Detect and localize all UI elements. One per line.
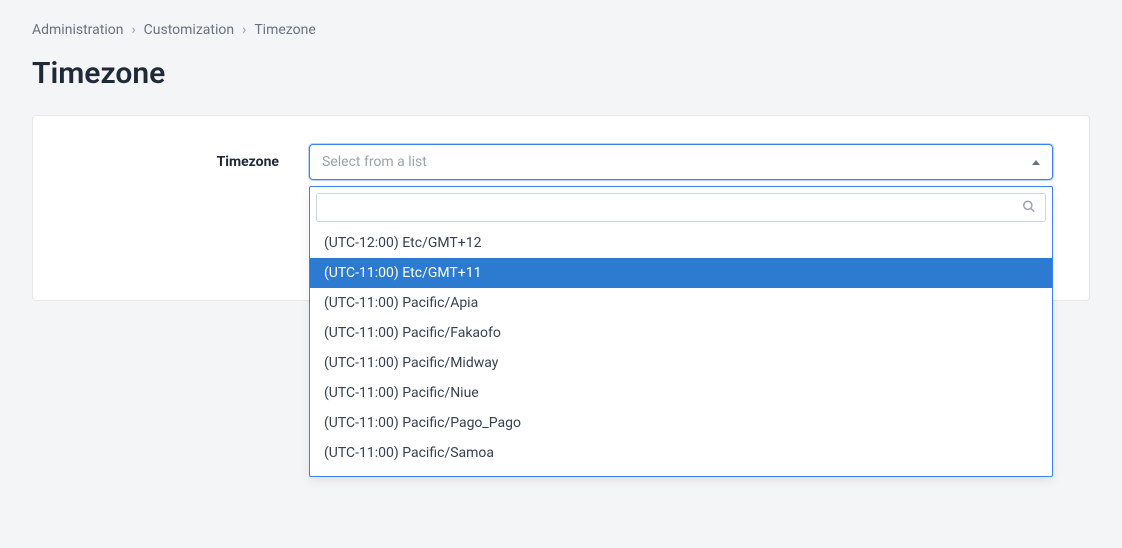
- timezone-select[interactable]: Select from a list: [309, 144, 1053, 180]
- chevron-right-icon: ›: [242, 22, 246, 38]
- chevron-right-icon: ›: [131, 22, 135, 38]
- dropdown-search-wrap: [310, 187, 1052, 228]
- dropdown-option[interactable]: (UTC-11:00) Etc/GMT+11: [310, 258, 1052, 288]
- caret-up-icon: [1032, 160, 1040, 165]
- dropdown-option[interactable]: (UTC-11:00) Pacific/Fakaofo: [310, 318, 1052, 348]
- breadcrumb-item[interactable]: Administration: [32, 22, 123, 38]
- dropdown-option[interactable]: (UTC-11:00) Pacific/Midway: [310, 348, 1052, 378]
- page-title: Timezone: [32, 56, 1090, 91]
- timezone-dropdown: (UTC-12:00) Etc/GMT+12(UTC-11:00) Etc/GM…: [309, 186, 1053, 477]
- select-placeholder: Select from a list: [322, 154, 427, 170]
- timezone-label: Timezone: [69, 144, 279, 170]
- dropdown-option[interactable]: (UTC-12:00) Etc/GMT+12: [310, 228, 1052, 258]
- breadcrumb-item[interactable]: Customization: [144, 22, 234, 38]
- dropdown-option[interactable]: (UTC-11:00) Pacific/Pago_Pago: [310, 408, 1052, 438]
- dropdown-search-input[interactable]: [316, 193, 1046, 222]
- breadcrumb: Administration › Customization › Timezon…: [32, 22, 1090, 38]
- settings-panel: Timezone Select from a list (UTC-12:00) …: [32, 115, 1090, 301]
- dropdown-option[interactable]: (UTC-11:00) Pacific/Samoa: [310, 438, 1052, 468]
- dropdown-options-list[interactable]: (UTC-12:00) Etc/GMT+12(UTC-11:00) Etc/GM…: [310, 228, 1052, 474]
- timezone-row: Timezone Select from a list (UTC-12:00) …: [69, 144, 1053, 180]
- dropdown-option[interactable]: (UTC-11:00) Pacific/Niue: [310, 378, 1052, 408]
- breadcrumb-item[interactable]: Timezone: [254, 22, 315, 38]
- timezone-select-wrap: Select from a list (UTC-12:00) Etc/GMT+1…: [309, 144, 1053, 180]
- dropdown-option[interactable]: (UTC-11:00) Pacific/Apia: [310, 288, 1052, 318]
- dropdown-option[interactable]: (UTC-10:00) America/Adak: [310, 468, 1052, 474]
